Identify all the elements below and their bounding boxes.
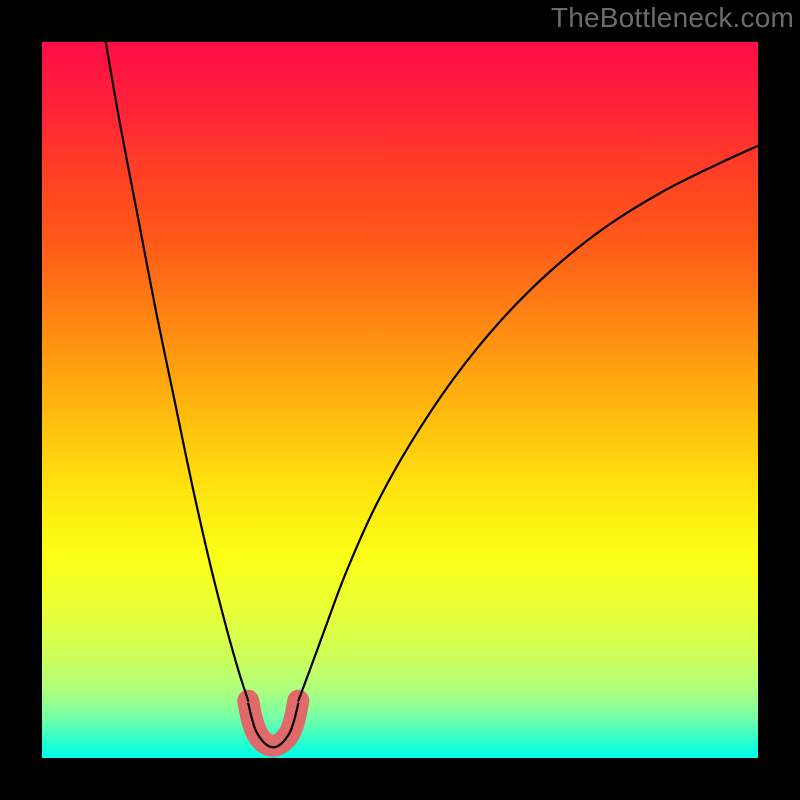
bottleneck-curve-chart bbox=[0, 0, 800, 800]
watermark-text: TheBottleneck.com bbox=[551, 2, 794, 34]
chart-stage: TheBottleneck.com bbox=[0, 0, 800, 800]
chart-plot-background bbox=[42, 42, 758, 758]
